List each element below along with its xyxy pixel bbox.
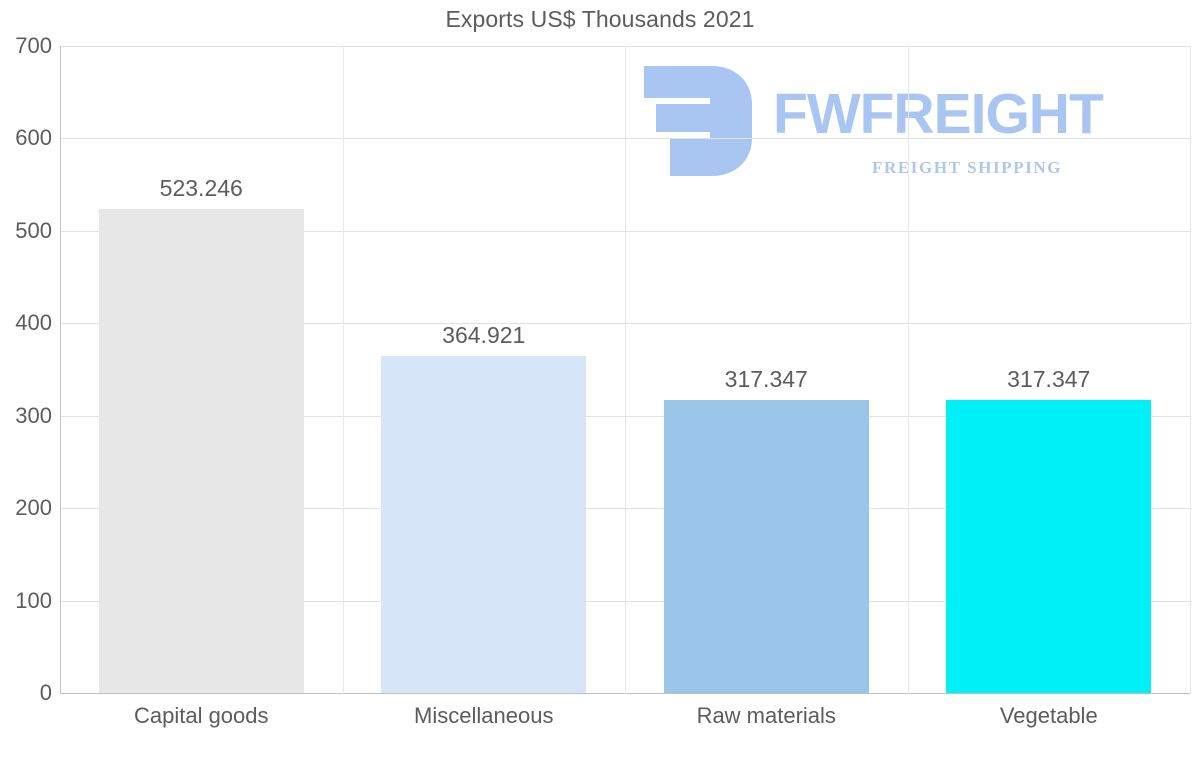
gridline-vertical: [343, 46, 344, 694]
y-axis-tick-label: 300: [15, 402, 52, 428]
y-axis-tick-label: 500: [15, 217, 52, 243]
bar[interactable]: [99, 209, 304, 693]
x-axis-tick-label: Vegetable: [999, 703, 1098, 728]
bar[interactable]: [381, 355, 586, 693]
x-axis-tick-label: Miscellaneous: [414, 703, 554, 728]
bar-value-label: 364.921: [442, 321, 526, 348]
y-axis-tick-labels: 0 100 200 300 400 500 600 700: [0, 33, 52, 705]
y-axis-tick-label: 400: [15, 310, 52, 336]
bar[interactable]: [664, 399, 869, 693]
y-axis-tick-label: 200: [15, 495, 52, 521]
y-axis-tick-label: 100: [15, 587, 52, 613]
bar-value-label: 317.347: [1007, 365, 1091, 392]
bar[interactable]: [946, 399, 1151, 693]
bar-value-label: 523.246: [159, 175, 243, 202]
gridline-vertical: [1190, 46, 1191, 694]
plot-area: 523.246 364.921 317.347 317.347: [60, 46, 1191, 694]
y-axis-line: [60, 46, 61, 694]
chart-title: Exports US$ Thousands 2021: [445, 6, 755, 32]
y-axis-tick-label: 700: [15, 33, 52, 58]
y-axis-tick-label: 600: [15, 125, 52, 151]
gridline-vertical: [908, 46, 909, 694]
bar-value-label: 317.347: [724, 365, 808, 392]
y-axis-tick-label: 0: [39, 680, 52, 705]
x-axis-tick-label: Capital goods: [133, 703, 269, 728]
gridline-vertical: [625, 46, 626, 694]
x-axis-tick-label: Raw materials: [696, 703, 836, 728]
